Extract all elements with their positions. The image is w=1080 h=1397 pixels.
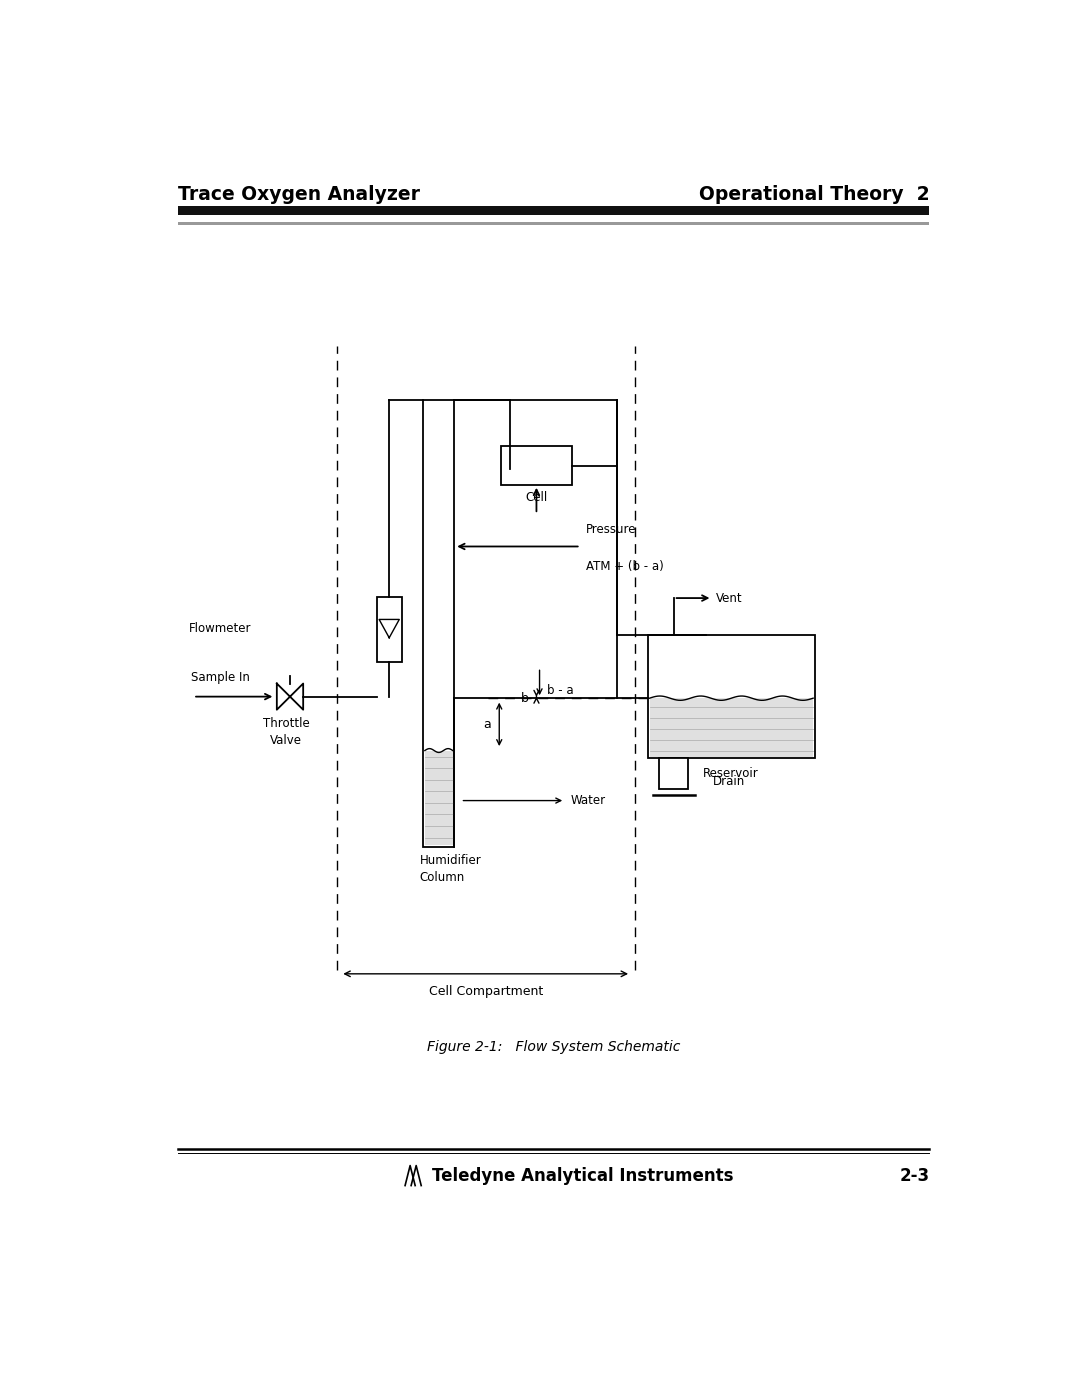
Text: Humidifier: Humidifier xyxy=(419,855,482,868)
Text: a: a xyxy=(484,718,491,731)
Text: Drain: Drain xyxy=(713,775,744,788)
Text: b - a: b - a xyxy=(548,685,573,697)
Bar xyxy=(501,447,572,485)
Bar xyxy=(648,636,814,759)
Bar xyxy=(659,759,688,789)
Text: Vent: Vent xyxy=(716,591,743,605)
Text: Flowmeter: Flowmeter xyxy=(189,623,252,636)
Bar xyxy=(649,698,813,757)
Text: ATM + (b - a): ATM + (b - a) xyxy=(586,560,664,573)
Text: Pressure: Pressure xyxy=(586,524,636,536)
Text: Throttle: Throttle xyxy=(262,718,310,731)
Text: b: b xyxy=(521,692,529,704)
Text: Sample In: Sample In xyxy=(191,671,249,683)
Text: Reservoir: Reservoir xyxy=(703,767,759,781)
Text: Cell: Cell xyxy=(525,490,548,504)
Bar xyxy=(177,207,930,215)
Bar xyxy=(377,597,402,662)
Text: Teledyne Analytical Instruments: Teledyne Analytical Instruments xyxy=(432,1166,733,1185)
Text: Valve: Valve xyxy=(270,735,302,747)
Bar xyxy=(424,750,453,845)
Text: Operational Theory  2: Operational Theory 2 xyxy=(699,184,930,204)
Text: Trace Oxygen Analyzer: Trace Oxygen Analyzer xyxy=(177,184,420,204)
Text: Figure 2-1:   Flow System Schematic: Figure 2-1: Flow System Schematic xyxy=(427,1039,680,1053)
Text: Column: Column xyxy=(419,872,464,884)
Text: 2-3: 2-3 xyxy=(900,1166,930,1185)
Bar xyxy=(177,222,930,225)
Text: Water: Water xyxy=(570,793,606,807)
Text: Cell Compartment: Cell Compartment xyxy=(429,985,543,999)
Bar xyxy=(423,400,455,847)
